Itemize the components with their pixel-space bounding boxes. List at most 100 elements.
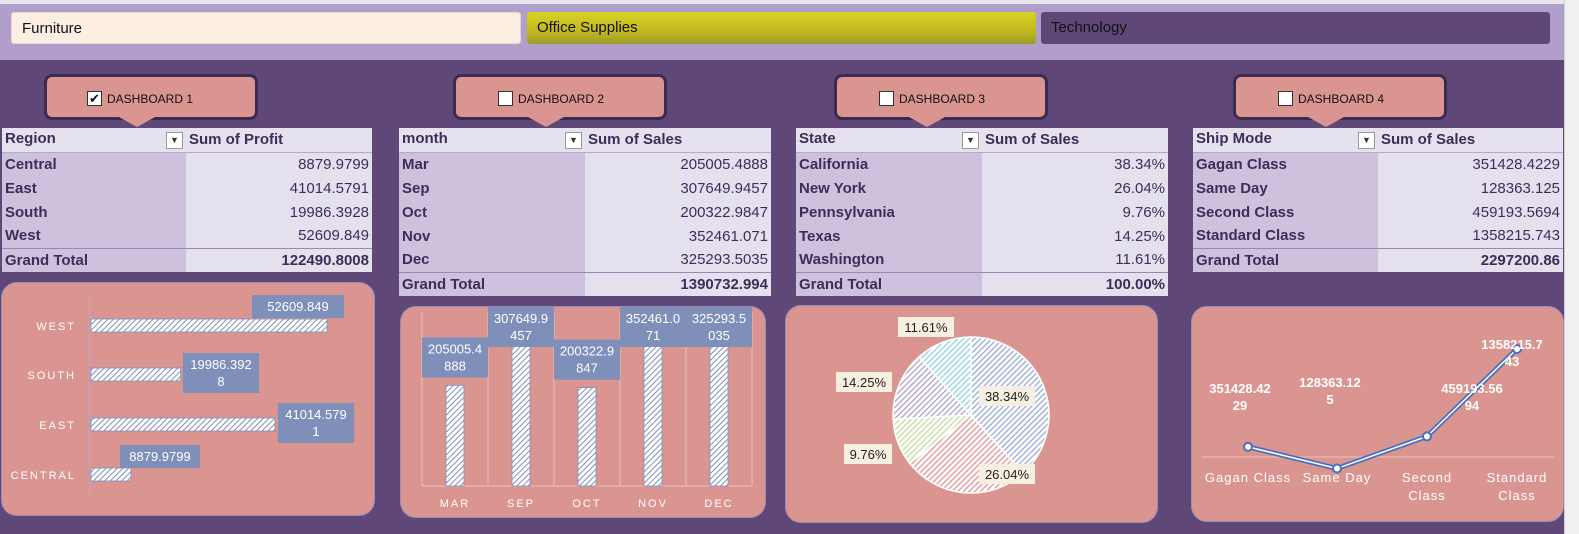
table-row[interactable]: West 52609.849 [2, 224, 372, 248]
pivot-row-value: 128363.125 [1378, 176, 1563, 200]
chart-sales-by-ship-mode[interactable]: 351428.42 29 128363.12 5 459193.56 94 1358215.… [1191, 306, 1564, 522]
pivot-row-label: Dec [399, 248, 585, 272]
bar [90, 417, 276, 432]
data-label-box [252, 295, 344, 318]
data-label: 52609.849 [267, 299, 328, 314]
pivot-row-label: Texas [796, 224, 982, 248]
sheet-grid-top [0, 0, 1579, 4]
data-label: 847 [576, 361, 598, 376]
data-label: 128363.12 [1299, 375, 1360, 390]
pivot-value-header: Sum of Profit [186, 128, 372, 153]
table-row[interactable]: Standard Class 1358215.743 [1193, 224, 1563, 248]
slicer-item-furniture[interactable]: Furniture [11, 12, 521, 44]
data-label: 888 [444, 358, 466, 373]
table-row[interactable]: Dec 325293.5035 [399, 248, 771, 272]
pivot-row-label: Standard Class [1193, 224, 1378, 248]
pivot-row-label: Sep [399, 176, 585, 200]
data-label-box [422, 337, 488, 378]
table-row[interactable]: Sep 307649.9457 [399, 176, 771, 200]
table-row[interactable]: California 38.34% [796, 152, 1168, 176]
table-row[interactable]: Second Class 459193.5694 [1193, 200, 1563, 224]
table-row[interactable]: Oct 200322.9847 [399, 200, 771, 224]
pivot-row-value: 14.25% [982, 224, 1168, 248]
dashboard-2-button[interactable]: DASHBOARD 2 [453, 74, 667, 127]
series-line-highlight [1247, 348, 1518, 470]
data-label: 71 [646, 328, 660, 343]
table-row[interactable]: Mar 205005.4888 [399, 152, 771, 176]
dashboard-1-label: DASHBOARD 1 [107, 92, 194, 106]
table-row[interactable]: Washington 11.61% [796, 248, 1168, 272]
data-label-box [979, 464, 1035, 484]
dashboard-2-checkbox[interactable] [498, 91, 513, 106]
dashboard-4-checkbox[interactable] [1278, 91, 1293, 106]
data-label-box [278, 403, 354, 443]
dashboard-1-checkbox[interactable]: ✔ [87, 91, 102, 106]
data-label: 459193.56 [1441, 381, 1502, 396]
data-point [1422, 431, 1432, 442]
pivot-row-label: Central [2, 152, 186, 176]
data-label-box [488, 307, 554, 347]
chart-sales-by-month[interactable]: MAR 205005.4 888 SEP 307649.9 457 OCT 200322.9 8… [400, 306, 766, 518]
category-label: EAST [39, 420, 76, 432]
data-label: 1 [312, 424, 319, 439]
chart-sales-by-state[interactable]: 38.34% 26.04% 9.76% 14.25% 11.61% [785, 305, 1158, 523]
dashboard-1-button[interactable]: ✔ DASHBOARD 1 [44, 74, 258, 127]
pivot-row-value: 19986.3928 [186, 200, 372, 224]
filter-dropdown-icon[interactable]: ▼ [166, 132, 183, 150]
slicer-item-technology[interactable]: Technology [1041, 12, 1550, 44]
table-row[interactable]: Texas 14.25% [796, 224, 1168, 248]
filter-dropdown-icon[interactable]: ▼ [962, 132, 979, 150]
pivot-row-value: 9.76% [982, 200, 1168, 224]
dashboard-4-button[interactable]: DASHBOARD 4 [1233, 74, 1447, 127]
table-row[interactable]: Nov 352461.071 [399, 224, 771, 248]
pivot-row-value: 52609.849 [186, 224, 372, 248]
dashboard-3-checkbox[interactable] [879, 91, 894, 106]
filter-dropdown-icon[interactable]: ▼ [1358, 132, 1375, 150]
pivot-row-header: Region ▼ [2, 128, 186, 153]
grand-total-value: 1390732.994 [585, 271, 771, 296]
pivot-value-header: Sum of Sales [1378, 128, 1563, 153]
table-row[interactable]: Same Day 128363.125 [1193, 176, 1563, 200]
filter-dropdown-icon[interactable]: ▼ [565, 132, 582, 150]
pivot-row-value: 459193.5694 [1378, 200, 1563, 224]
pivot-row-value: 351428.4229 [1378, 152, 1563, 176]
pivot-row-label: Nov [399, 224, 585, 248]
data-label: 351428.42 [1209, 381, 1270, 396]
chart-profit-by-region[interactable]: WEST 52609.849 SOUTH 19986.392 8 EAST 41014.57… [1, 282, 375, 516]
grand-total-row: Grand Total 122490.8008 [2, 247, 372, 272]
pivot-row-label: New York [796, 176, 982, 200]
bar [90, 318, 328, 333]
data-label: 457 [510, 328, 532, 343]
pivot-sales-by-ship-mode: Ship Mode ▼ Sum of Sales Gagan Class 351428.… [1193, 128, 1563, 272]
data-label: 19986.392 [190, 357, 251, 372]
table-row[interactable]: South 19986.3928 [2, 200, 372, 224]
pivot-row-header: State ▼ [796, 128, 982, 153]
pivot-row-header: month ▼ [399, 128, 585, 153]
table-row[interactable]: Central 8879.9799 [2, 152, 372, 176]
table-row[interactable]: New York 26.04% [796, 176, 1168, 200]
pivot-row-value: 205005.4888 [585, 152, 771, 176]
table-row[interactable]: East 41014.5791 [2, 176, 372, 200]
category-label: NOV [638, 498, 668, 510]
grand-total-value: 2297200.86 [1378, 247, 1563, 272]
data-point [1512, 344, 1522, 354]
grand-total-value: 122490.8008 [186, 247, 372, 272]
dashboard-2-label: DASHBOARD 2 [518, 92, 605, 106]
category-label: Gagan Class [1205, 470, 1291, 485]
pivot-row-label: California [796, 152, 982, 176]
table-row[interactable]: Pennsylvania 9.76% [796, 200, 1168, 224]
data-label: 94 [1465, 398, 1480, 413]
data-point [1332, 463, 1342, 474]
pivot-value-header: Sum of Sales [982, 128, 1168, 153]
data-label: 43 [1505, 354, 1519, 369]
vertical-scrollbar[interactable] [1564, 0, 1579, 534]
pie-slice [892, 355, 973, 421]
data-label: 200322.9 [560, 344, 614, 359]
dashboard-3-button[interactable]: DASHBOARD 3 [834, 74, 1048, 127]
table-row[interactable]: Gagan Class 351428.4229 [1193, 152, 1563, 176]
slicer-item-office-supplies[interactable]: Office Supplies [527, 12, 1036, 44]
data-label: 5 [1326, 392, 1333, 407]
data-label-box [898, 317, 954, 337]
data-label: 8879.9799 [129, 449, 190, 464]
bar [511, 334, 531, 487]
